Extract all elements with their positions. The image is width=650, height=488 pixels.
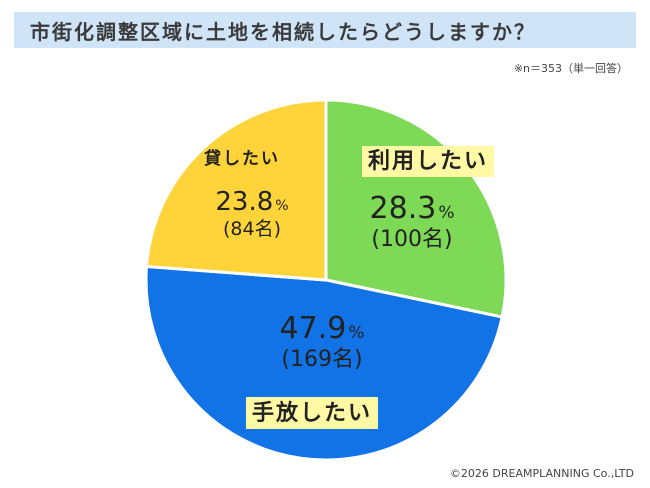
slice-label-box-tebanashi: [245, 397, 379, 429]
slice-count-kashi: (84名): [223, 218, 281, 240]
percent-unit: %: [348, 323, 364, 343]
slice-label-tebanashi: 手放したい: [252, 400, 372, 426]
slice-count-riyou: (100名): [371, 227, 452, 252]
percent-unit: %: [438, 203, 454, 223]
copyright-credit: ©2026 DREAMPLANNING Co.,LTD: [449, 467, 634, 480]
chart-title: 市街化調整区域に土地を相続したらどうしますか？: [30, 19, 536, 44]
pie-slice-tebanashi: [144, 264, 504, 462]
percent-unit: %: [275, 198, 288, 214]
sample-note: ※n＝353（単一回答）: [513, 62, 628, 75]
title-bar: 市街化調整区域に土地を相続したらどうしますか？: [14, 12, 636, 48]
slice-label-riyou: 利用したい: [368, 149, 488, 174]
pie-slice-kashi: [144, 98, 328, 282]
slice-count-tebanashi: (169名): [281, 347, 362, 372]
slice-percent-tebanashi: 47.9%: [280, 311, 365, 346]
slice-label-box-riyou: [361, 146, 495, 177]
slice-label-kashi: 貸したい: [203, 148, 280, 169]
